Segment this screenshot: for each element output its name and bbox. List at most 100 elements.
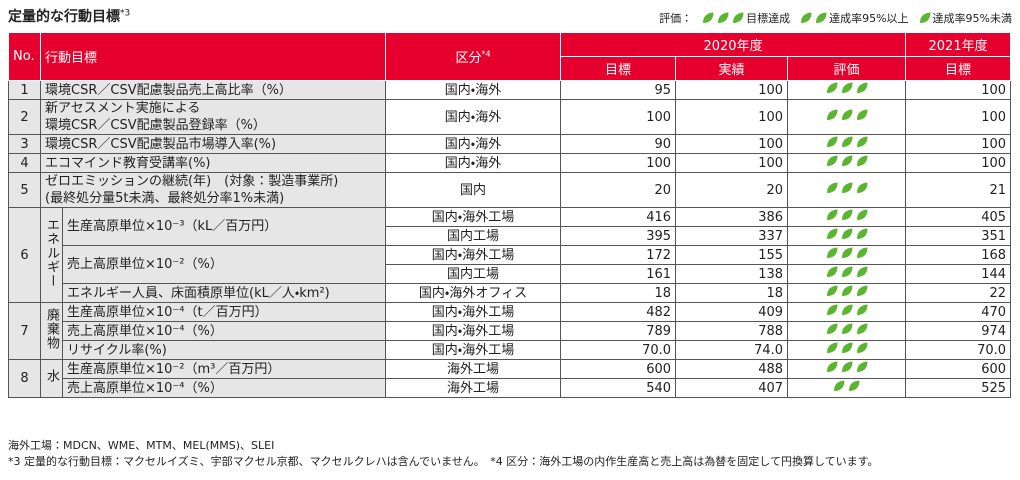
leaf bbox=[856, 266, 868, 277]
leaf-shape bbox=[856, 182, 868, 193]
target: 416 bbox=[560, 207, 677, 227]
category: 国内・海外工場 bbox=[385, 207, 562, 227]
goal: ゼロエミッションの継続(年) (対象：製造事業所) (最終処分量5t未満、最終処… bbox=[39, 172, 387, 208]
actual: 18 bbox=[675, 283, 789, 303]
leaf-shape bbox=[834, 380, 845, 391]
category: 国内・海外工場 bbox=[385, 340, 562, 360]
leaf bbox=[826, 182, 838, 193]
actual: 20 bbox=[675, 172, 789, 208]
head-evaluation: 評価 bbox=[787, 56, 907, 81]
leaf bbox=[826, 285, 838, 296]
category: 国内・海外 bbox=[385, 153, 562, 173]
target: 100 bbox=[560, 99, 677, 135]
row: 2 新アセスメント実施による 環境CSR／CSV配慮製品登録率（%） 国内・海外 10… bbox=[8, 99, 1012, 135]
legend-item: 達成率95%以上 bbox=[800, 10, 909, 26]
category: 国内・海外工場 bbox=[385, 245, 562, 265]
leaf-shape bbox=[856, 136, 868, 147]
group-label: エネルギー bbox=[44, 217, 59, 288]
goal: 売上高原単位×10⁻²（%） bbox=[61, 245, 387, 284]
row: 8 水生産高原単位×10⁻²（m³／百万円） 海外工場 600 488 600 bbox=[8, 359, 1012, 398]
target: 20 bbox=[560, 172, 677, 208]
target: 70.0 bbox=[560, 340, 677, 360]
next-target: 22 bbox=[905, 283, 1012, 303]
legend-label: 評価： bbox=[659, 12, 693, 25]
legend-item: 目標達成 bbox=[702, 10, 790, 26]
category: 海外工場 bbox=[385, 378, 562, 398]
actual: 100 bbox=[675, 80, 789, 100]
actual: 138 bbox=[675, 264, 789, 284]
note: 海外工場：MDCN、WME、MTM、MEL(MMS)、SLEI bbox=[8, 439, 275, 452]
leaf-shape bbox=[856, 285, 868, 296]
leaf bbox=[816, 12, 827, 23]
leaf bbox=[826, 266, 838, 277]
leaf-shape bbox=[826, 209, 838, 220]
row-no: 4 bbox=[8, 153, 41, 173]
table-body: 1 環境CSR／CSV配慮製品売上高比率（%） 国内・海外 95 100 100 2 新アセス… bbox=[8, 80, 1012, 398]
next-target: 405 bbox=[905, 207, 1012, 227]
leaf-shape bbox=[826, 155, 838, 166]
actual: 386 bbox=[675, 207, 789, 227]
actual: 488 bbox=[675, 359, 789, 379]
evaluation bbox=[787, 172, 907, 208]
leaf bbox=[826, 342, 838, 353]
next-target: 100 bbox=[905, 134, 1012, 154]
leaf bbox=[841, 342, 853, 353]
leaf-shape bbox=[841, 323, 853, 334]
row: 6 エネルギー 生産高原単位×10⁻³（kL／百万円） 国内・海外工場 416 386 40… bbox=[8, 207, 1012, 303]
next-target: 21 bbox=[905, 172, 1012, 208]
evaluation bbox=[787, 283, 907, 303]
target: 600 bbox=[560, 359, 677, 379]
head-target2: 目標 bbox=[905, 56, 1012, 81]
leaf bbox=[826, 155, 838, 166]
leaf-group bbox=[826, 209, 868, 221]
leaf bbox=[703, 12, 714, 23]
target: 172 bbox=[560, 245, 677, 265]
leaf bbox=[856, 323, 868, 334]
evaluation bbox=[787, 80, 907, 100]
row-no: 3 bbox=[8, 134, 41, 154]
leaf-shape bbox=[816, 12, 827, 23]
leaf bbox=[841, 209, 853, 220]
leaf bbox=[856, 304, 868, 315]
leaf bbox=[841, 247, 853, 258]
leaf-shape bbox=[841, 361, 853, 372]
target: 95 bbox=[560, 80, 677, 100]
group-cell: エネルギー bbox=[40, 207, 63, 303]
row: 売上高原単位×10⁻⁴（%） 国内・海外工場 789 788 974 bbox=[9, 321, 1012, 341]
leaf-shape bbox=[826, 342, 838, 353]
leaf bbox=[826, 136, 838, 147]
row-no: 7 bbox=[8, 302, 41, 360]
target: 161 bbox=[560, 264, 677, 284]
actual: 788 bbox=[675, 321, 789, 341]
leaf bbox=[733, 12, 744, 23]
category: 海外工場 bbox=[385, 359, 562, 379]
category: 国内工場 bbox=[385, 226, 562, 246]
leaf bbox=[856, 247, 868, 258]
head-category-note: *4 bbox=[481, 49, 491, 59]
leaf bbox=[856, 109, 868, 120]
next-target: 168 bbox=[905, 245, 1012, 265]
next-target: 70.0 bbox=[905, 340, 1012, 360]
leaf-shape bbox=[733, 12, 744, 23]
notes: 海外工場：MDCN、WME、MTM、MEL(MMS)、SLEI *3 定量的な行動… bbox=[8, 438, 879, 470]
leaf-group bbox=[826, 136, 868, 148]
leaf bbox=[826, 361, 838, 372]
leaf bbox=[841, 182, 853, 193]
leaf-group bbox=[826, 323, 868, 335]
actual: 100 bbox=[675, 99, 789, 135]
leaf-shape bbox=[856, 361, 868, 372]
leaf bbox=[856, 82, 868, 93]
leaf bbox=[841, 323, 853, 334]
category: 国内・海外工場 bbox=[385, 302, 562, 322]
goal: リサイクル率(%) bbox=[61, 340, 387, 360]
evaluation bbox=[787, 226, 907, 246]
category: 国内・海外 bbox=[385, 80, 562, 100]
leaf-shape bbox=[841, 342, 853, 353]
leaf bbox=[841, 136, 853, 147]
legend-item: 達成率95%未満 bbox=[919, 10, 1012, 26]
table-head: No. 行動目標 区分*4 2020年度 2021年度 目標 実績 評価 目標 bbox=[8, 32, 1012, 81]
leaf-group bbox=[826, 82, 868, 94]
evaluation bbox=[787, 302, 907, 322]
evaluation bbox=[787, 207, 907, 227]
